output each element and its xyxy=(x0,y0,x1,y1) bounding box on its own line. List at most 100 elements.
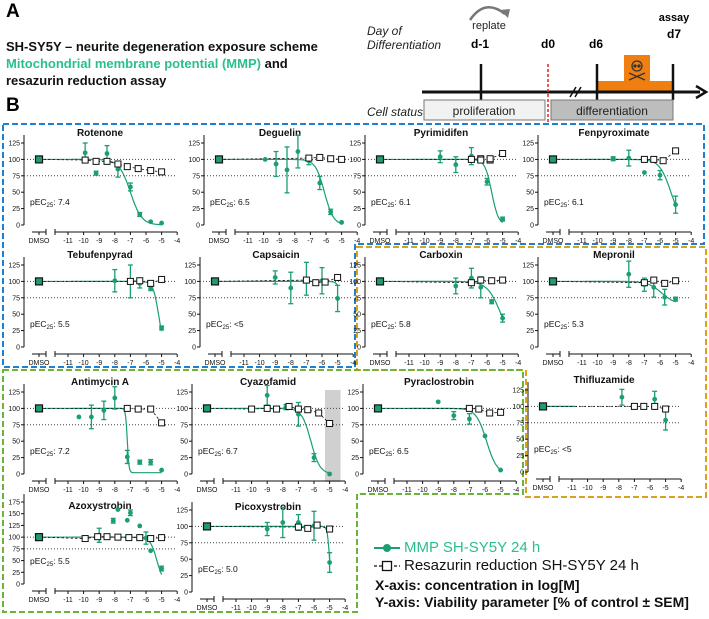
x-tick-label: -5 xyxy=(158,360,164,367)
resazurin-point xyxy=(81,535,89,543)
mmp-point xyxy=(115,166,121,172)
dmso-control-point xyxy=(202,522,212,531)
y-tick-label: 50 xyxy=(526,312,534,319)
chart-title: Cyazofamid xyxy=(240,377,296,388)
pec-prefix: pEC xyxy=(30,446,47,456)
resazurin-line xyxy=(38,159,162,173)
mmp-fit-curve xyxy=(251,158,342,225)
mmp-point xyxy=(89,414,94,420)
mmp-point xyxy=(626,271,632,277)
resazurin-point xyxy=(467,279,475,287)
pec-value: : 6.5 xyxy=(233,197,250,207)
pec-subscript: 25 xyxy=(561,203,568,209)
x-tick-label: -10 xyxy=(79,597,89,604)
x-tick-label: -6 xyxy=(647,485,653,492)
x-tick-label: -10 xyxy=(259,238,269,245)
y-tick-label: 0 xyxy=(355,472,359,479)
mmp-fit-curve xyxy=(239,407,330,474)
mmp-point xyxy=(500,216,505,222)
y-tick-label: 100 xyxy=(522,279,534,286)
legend-mmp-dot-icon xyxy=(383,544,391,552)
resazurin-point xyxy=(477,156,485,164)
mmp-point xyxy=(642,170,647,175)
y-tick-label: 50 xyxy=(12,312,20,319)
x-tick-label: -11 xyxy=(63,360,73,367)
x-tick-label: DMSO xyxy=(29,360,51,367)
xaxis-note: X-axis: concentration in log[M] xyxy=(375,577,580,593)
x-tick-label: -9 xyxy=(96,487,102,494)
y-tick-label: 25 xyxy=(188,328,196,335)
resazurin-point xyxy=(294,405,302,413)
y-tick-label: 50 xyxy=(351,439,359,446)
mmp-point xyxy=(159,566,165,571)
mmp-point xyxy=(262,157,268,162)
pec-prefix: pEC xyxy=(544,197,561,207)
x-tick-label: -7 xyxy=(641,360,647,367)
mmp-point xyxy=(295,149,301,154)
x-tick-label: DMSO xyxy=(29,238,51,245)
dmso-control-point xyxy=(548,277,558,286)
chart-title: Pyrimidifen xyxy=(414,128,468,139)
chart-title: Picoxystrobin xyxy=(235,502,301,513)
y-tick-label: 75 xyxy=(353,295,361,302)
resazurin-point xyxy=(312,279,320,287)
y-tick-label: 125 xyxy=(512,388,524,395)
mmp-point xyxy=(264,526,270,532)
x-tick-label: -11 xyxy=(63,238,73,245)
x-tick-label: -11 xyxy=(577,238,587,245)
x-tick-label: -8 xyxy=(451,487,457,494)
mmp-point xyxy=(288,285,294,291)
scheme-line3: resazurin reduction assay xyxy=(6,73,167,88)
x-tick-label: -5 xyxy=(499,360,505,367)
resazurin-point xyxy=(123,404,131,412)
resazurin-point xyxy=(662,405,670,413)
dmso-control-point xyxy=(214,155,224,164)
x-tick-label: -9 xyxy=(600,485,606,492)
assay-label: assay xyxy=(659,12,690,24)
mmp-point xyxy=(651,284,657,290)
y-tick-label: 125 xyxy=(176,390,188,397)
x-tick-label: -11 xyxy=(231,605,241,612)
x-tick-label: -7 xyxy=(641,238,647,245)
resazurin-point xyxy=(123,163,131,171)
day-d7: d7 xyxy=(667,27,681,41)
mmp-point xyxy=(662,294,668,300)
x-tick-label: -7 xyxy=(307,238,313,245)
resazurin-point xyxy=(305,154,313,162)
pec-prefix: pEC xyxy=(30,556,47,566)
y-tick-label: 100 xyxy=(349,279,361,286)
resazurin-point xyxy=(650,155,658,163)
mmp-point xyxy=(148,286,154,292)
y-tick-label: 75 xyxy=(188,295,196,302)
y-tick-label: 25 xyxy=(12,570,20,577)
pec-prefix: pEC xyxy=(544,319,561,329)
dmso-control-point xyxy=(34,277,44,286)
mmp-point xyxy=(317,180,323,186)
pec-value: : 5.8 xyxy=(394,319,411,329)
mmp-point xyxy=(451,413,457,419)
x-tick-label: -11 xyxy=(243,238,253,245)
resazurin-point xyxy=(488,277,496,285)
mmp-point xyxy=(489,299,495,305)
x-tick-label: -7 xyxy=(466,487,472,494)
y-tick-label: 100 xyxy=(176,524,188,531)
x-tick-label: -10 xyxy=(418,487,428,494)
y-tick-label: 175 xyxy=(8,500,20,507)
x-tick-label: -11 xyxy=(577,360,587,367)
resazurin-point xyxy=(486,409,494,417)
legend-mmp-label: MMP SH-SY5Y 24 h xyxy=(404,539,541,556)
proliferation-label: proliferation xyxy=(453,104,516,118)
y-tick-label: 25 xyxy=(353,328,361,335)
x-tick-label: -9 xyxy=(264,605,270,612)
x-tick-label: -7 xyxy=(631,485,637,492)
y-tick-label: 0 xyxy=(16,472,20,479)
y-tick-label: 125 xyxy=(176,508,188,515)
mmp-point xyxy=(327,471,332,477)
y-tick-label: 75 xyxy=(516,420,524,427)
x-tick-label: -11 xyxy=(402,487,412,494)
resazurin-point xyxy=(126,277,134,285)
y-tick-label: 50 xyxy=(12,558,20,565)
resazurin-point xyxy=(497,408,505,416)
chart-picoxystrobin: Picoxystrobin 0 25 50 75 100 125 DMSO -11 -10 -9 -8… xyxy=(176,502,348,612)
y-tick-label: 125 xyxy=(184,263,196,270)
